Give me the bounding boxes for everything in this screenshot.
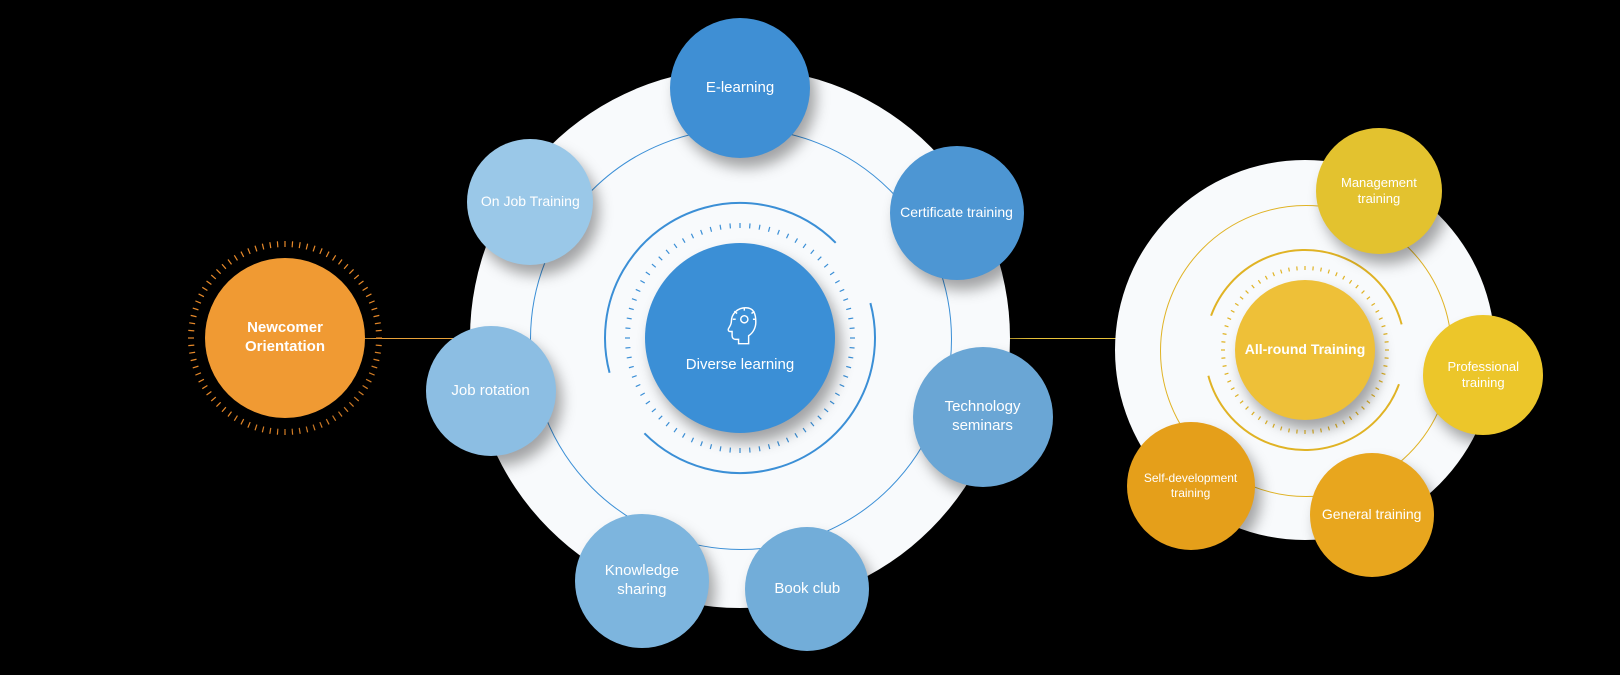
node-self-development-training: Self-development training bbox=[1127, 422, 1255, 550]
node-on-job-training: On Job Training bbox=[467, 139, 593, 265]
head-idea-icon bbox=[717, 302, 763, 348]
node-label: Diverse learning bbox=[678, 356, 802, 375]
node-general-training: General training bbox=[1310, 453, 1434, 577]
node-label: General training bbox=[1314, 506, 1430, 524]
node-diverse-learning: Diverse learning bbox=[645, 243, 835, 433]
node-professional-training: Professional training bbox=[1423, 315, 1543, 435]
diagram-stage: Diverse learning E-learning Certificate tr… bbox=[0, 0, 1620, 675]
node-label: E-learning bbox=[698, 79, 782, 98]
node-certificate-training: Certificate training bbox=[890, 146, 1024, 280]
node-label: Technology seminars bbox=[913, 398, 1053, 436]
node-label: Knowledge sharing bbox=[575, 562, 709, 600]
node-book-club: Book club bbox=[745, 527, 869, 651]
node-label: Self-development training bbox=[1127, 471, 1255, 501]
node-newcomer-orientation: Newcomer Orientation bbox=[205, 258, 365, 418]
node-label: Book club bbox=[766, 580, 848, 599]
node-label: Management training bbox=[1316, 175, 1442, 208]
node-label: Certificate training bbox=[892, 204, 1021, 222]
node-label: On Job Training bbox=[473, 193, 588, 211]
node-job-rotation: Job rotation bbox=[426, 326, 556, 456]
node-label: All-round Training bbox=[1237, 341, 1374, 359]
node-knowledge-sharing: Knowledge sharing bbox=[575, 514, 709, 648]
node-all-round-training: All-round Training bbox=[1235, 280, 1375, 420]
node-management-training: Management training bbox=[1316, 128, 1442, 254]
node-label: Job rotation bbox=[443, 382, 537, 401]
node-label: Newcomer Orientation bbox=[205, 319, 365, 357]
node-label: Professional training bbox=[1423, 359, 1543, 392]
node-technology-seminars: Technology seminars bbox=[913, 347, 1053, 487]
node-e-learning: E-learning bbox=[670, 18, 810, 158]
